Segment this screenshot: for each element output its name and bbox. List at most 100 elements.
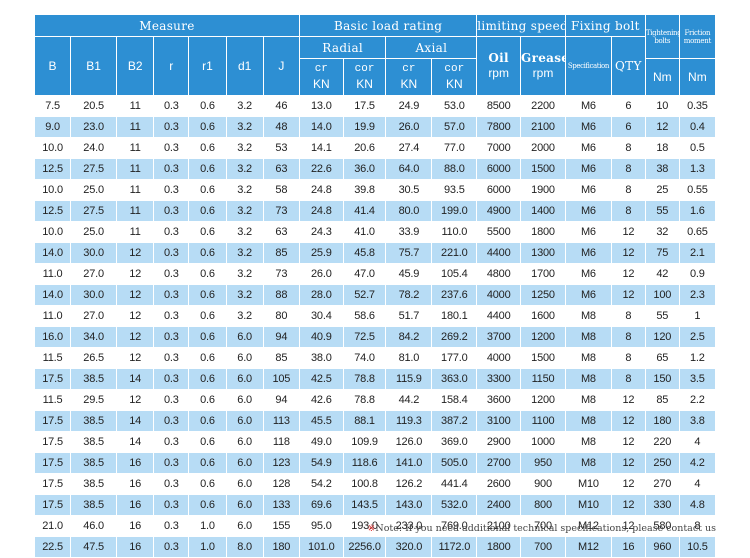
table-cell: M10 <box>564 473 612 495</box>
table-cell: 17.5 <box>33 494 72 516</box>
table-cell: 1200 <box>520 389 566 411</box>
table-cell: 17.5 <box>33 410 72 432</box>
table-cell: 74.0 <box>342 347 387 369</box>
table-cell: 10.0 <box>33 179 72 201</box>
table-cell: 269.2 <box>431 326 478 348</box>
table-cell: 1.0 <box>188 536 227 558</box>
table-cell: 0.6 <box>188 263 227 285</box>
table-cell: 25.0 <box>70 221 118 243</box>
table-cell: 85 <box>262 347 300 369</box>
table-cell: 88.1 <box>342 410 387 432</box>
table-cell: 58.6 <box>342 305 387 327</box>
table-row: 12.5 27.5 11 0.3 0.6 3.2 63 22.6 36.0 64.0 88.0 600… <box>33 158 717 180</box>
table-row: 10.0 24.0 11 0.3 0.6 3.2 53 14.1 20.6 27.4 77.0 700… <box>33 137 717 159</box>
table-cell: 10.0 <box>33 137 72 159</box>
limiting-speed-header: limiting speed <box>476 14 566 37</box>
grease-unit: rpm <box>532 66 554 80</box>
table-cell: 950 <box>520 452 566 474</box>
table-cell: 2400 <box>476 494 522 516</box>
table-cell: 16.0 <box>33 326 72 348</box>
oil-label: Oil <box>488 51 509 65</box>
table-cell: 0.3 <box>153 200 190 222</box>
table-cell: 0.6 <box>188 431 227 453</box>
table-cell: 0.6 <box>188 284 227 306</box>
table-cell: 6.0 <box>225 326 264 348</box>
table-cell: 16 <box>116 452 155 474</box>
table-cell: 0.4 <box>678 116 717 138</box>
axial-cr-header: cr KN <box>385 58 433 96</box>
table-row: 9.0 23.0 11 0.3 0.6 3.2 48 14.0 19.9 26.0 57.0 7800… <box>33 116 717 138</box>
table-cell: 155 <box>262 515 300 537</box>
table-cell: 13.0 <box>298 95 344 117</box>
table-cell: 1.3 <box>678 158 717 180</box>
table-cell: 24.8 <box>298 179 344 201</box>
qty-header: QTY <box>610 36 646 96</box>
table-cell: 109.9 <box>342 431 387 453</box>
table-cell: 11.0 <box>33 305 72 327</box>
table-cell: 93.5 <box>431 179 478 201</box>
table-cell: 63 <box>262 158 300 180</box>
table-cell: 0.3 <box>153 515 190 537</box>
table-cell: M8 <box>564 326 612 348</box>
table-cell: 1500 <box>520 347 566 369</box>
table-cell: 11 <box>116 221 155 243</box>
note-text: Note: If you need additional technical s… <box>375 523 716 534</box>
table-cell: 11 <box>116 179 155 201</box>
table-cell: 54.9 <box>298 452 344 474</box>
table-cell: 12 <box>116 242 155 264</box>
table-cell: 44.2 <box>385 389 433 411</box>
table-cell: M6 <box>564 263 612 285</box>
table-cell: 0.3 <box>153 221 190 243</box>
table-cell: 113 <box>262 410 300 432</box>
table-row: 16.0 34.0 12 0.3 0.6 6.0 94 40.9 72.5 84.2 269.2 37… <box>33 326 717 348</box>
table-cell: 14.0 <box>298 116 344 138</box>
table-cell: 8 <box>610 347 646 369</box>
table-cell: 769.0 <box>431 515 478 537</box>
table-cell: 118.6 <box>342 452 387 474</box>
table-cell: 6000 <box>476 158 522 180</box>
table-cell: M10 <box>564 494 612 516</box>
table-cell: 4 <box>678 473 717 495</box>
table-cell: 63 <box>262 221 300 243</box>
table-cell: 177.0 <box>431 347 478 369</box>
table-row: 17.5 38.5 16 0.3 0.6 6.0 133 69.6 143.5 143.0 532.… <box>33 494 717 516</box>
table-row: 12.5 27.5 11 0.3 0.6 3.2 73 24.8 41.4 80.0 199.0 49… <box>33 200 717 222</box>
table-cell: M6 <box>564 200 612 222</box>
table-cell: 73 <box>262 200 300 222</box>
table-cell: 6.0 <box>225 389 264 411</box>
friction-unit-header: Nm <box>678 58 717 96</box>
table-cell: 58 <box>262 179 300 201</box>
table-cell: 580 <box>644 515 680 537</box>
table-cell: 80 <box>262 305 300 327</box>
table-cell: 505.0 <box>431 452 478 474</box>
table-cell: 8 <box>610 158 646 180</box>
table-cell: 80.0 <box>385 200 433 222</box>
table-cell: 158.4 <box>431 389 478 411</box>
grease-label: Grease <box>521 51 566 65</box>
table-cell: 6 <box>610 116 646 138</box>
table-cell: 28.0 <box>298 284 344 306</box>
table-cell: 12.5 <box>33 158 72 180</box>
table-cell: 45.5 <box>298 410 344 432</box>
radial-cr-unit: KN <box>312 77 330 91</box>
radial-header: Radial <box>298 36 387 59</box>
table-cell: 29.5 <box>70 389 118 411</box>
table-cell: 0.6 <box>188 494 227 516</box>
table-cell: 12 <box>610 242 646 264</box>
table-cell: M8 <box>564 410 612 432</box>
table-cell: 6000 <box>476 179 522 201</box>
table-row: 17.5 38.5 14 0.3 0.6 6.0 105 42.5 78.8 115.9 363.0… <box>33 368 717 390</box>
axial-cr-unit: KN <box>400 77 418 91</box>
table-body: 7.5 20.5 11 0.3 0.6 3.2 46 13.0 17.5 24.9 53.0 8500… <box>33 95 717 558</box>
table-cell: 12 <box>644 116 680 138</box>
table-row: 21.0 46.0 16 0.3 1.0 6.0 155 95.0 193.0 233.0 769.… <box>33 515 717 537</box>
table-cell: 0.3 <box>153 473 190 495</box>
table-cell: 8500 <box>476 95 522 117</box>
table-cell: 12 <box>610 494 646 516</box>
table-cell: 1700 <box>520 263 566 285</box>
table-cell: 8 <box>610 137 646 159</box>
table-cell: 12 <box>610 452 646 474</box>
table-cell: 3.2 <box>225 200 264 222</box>
table-cell: 19.9 <box>342 116 387 138</box>
table-cell: 532.0 <box>431 494 478 516</box>
